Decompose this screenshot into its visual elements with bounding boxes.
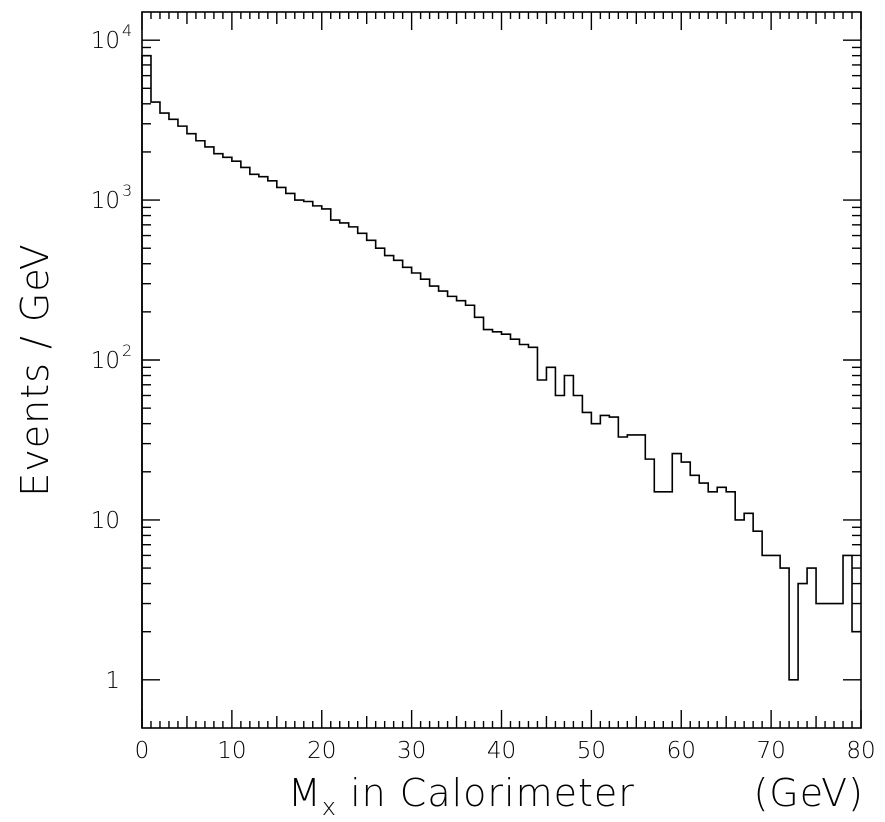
y-tick-label: 10 [91, 508, 120, 534]
x-tick-labels: 0 10 20 30 40 50 60 70 80 [135, 738, 876, 764]
x-tick-label: 40 [487, 738, 516, 764]
x-tick-label: 50 [577, 738, 606, 764]
plot-frame [141, 11, 862, 729]
y-tick-label: 10 [91, 348, 120, 374]
x-tick-label: 70 [756, 738, 785, 764]
x-tick-label: 60 [667, 738, 696, 764]
x-tick-label: 0 [135, 738, 150, 764]
x-tick-label: 10 [217, 738, 246, 764]
axis-ticks [141, 12, 862, 728]
y-tick-exponent: 2 [122, 341, 132, 360]
y-axis-title: Events / GeV [13, 243, 57, 497]
y-tick-label: 10 [91, 28, 120, 54]
x-tick-label: 80 [846, 738, 875, 764]
y-tick-label: 10 [91, 188, 120, 214]
x-axis-title-main: M [288, 771, 322, 815]
x-axis-title: Mx in Calorimeter [288, 771, 635, 817]
x-tick-label: 30 [397, 738, 426, 764]
x-tick-label: 20 [307, 738, 336, 764]
x-axis-unit: (GeV) [753, 771, 864, 815]
x-axis-title-subscript: x [322, 793, 337, 817]
x-axis-title-rest: in Calorimeter [337, 771, 635, 815]
y-tick-label: 1 [105, 668, 120, 694]
y-tick-exponent: 3 [122, 181, 132, 200]
y-tick-exponent: 4 [122, 21, 132, 40]
histogram-series [141, 54, 861, 728]
